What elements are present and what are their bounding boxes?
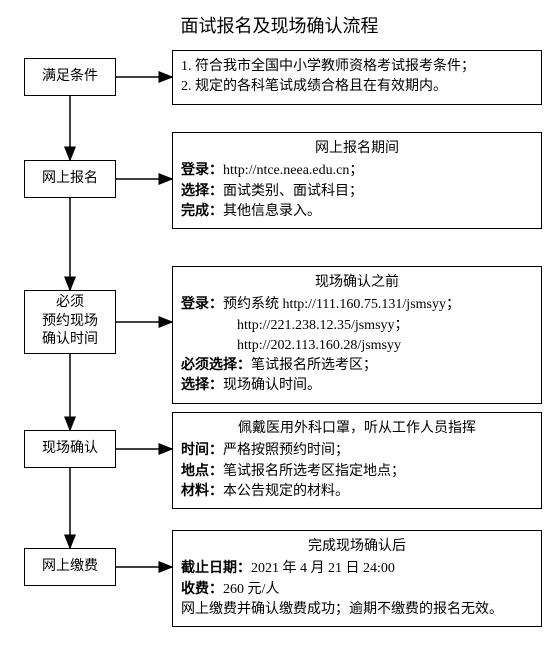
kv-key: 时间： [181,443,223,458]
kv-key: 地点： [181,464,223,479]
kv-val: 2021 年 4 月 21 日 24:00 [251,561,395,576]
kv-val: 其他信息录入。 [223,204,321,219]
kv-val: 严格按照预约时间； [223,443,349,458]
kv-val: 笔试报名所选考区； [251,358,377,373]
kv-val: 现场确认时间。 [223,378,321,393]
kv-key: 收费： [181,582,223,597]
kv-key: 完成： [181,204,223,219]
step-label: 满足条件 [42,68,98,87]
step-box-conditions: 满足条件 [24,58,116,96]
desc-title: 现场确认之前 [181,273,533,293]
desc-box-reserve-confirm: 现场确认之前 登录：预约系统 http://111.160.75.131/jsm… [172,266,542,404]
page-title: 面试报名及现场确认流程 [0,0,559,46]
step-label: 网上缴费 [42,558,98,577]
kv-val: 260 元/人 [223,582,279,597]
desc-box-conditions: 1. 符合我市全国中小学教师资格考试报考条件； 2. 规定的各科笔试成绩合格且在… [172,50,542,105]
step-box-onsite-confirm: 现场确认 [24,430,116,468]
desc-title: 完成现场确认后 [181,537,533,557]
step-box-online-register: 网上报名 [24,160,116,198]
step-box-reserve-confirm: 必须预约现场确认时间 [24,290,116,354]
desc-box-onsite-confirm: 佩戴医用外科口罩，听从工作人员指挥 时间：严格按照预约时间； 地点：笔试报名所选… [172,412,542,509]
step-label: 现场确认 [42,440,98,459]
desc-line: 1. 符合我市全国中小学教师资格考试报考条件； [181,57,533,77]
kv-val: 笔试报名所选考区指定地点； [223,464,405,479]
kv-key: 必须选择： [181,358,251,373]
step-box-online-pay: 网上缴费 [24,548,116,586]
kv-val: 预约系统 http://111.160.75.131/jsmsyy； [223,297,460,312]
kv-key: 选择： [181,184,223,199]
step-label: 网上报名 [42,170,98,189]
kv-val: 面试类别、面试科目； [223,184,363,199]
desc-extra: http://221.238.12.35/jsmsyy； [181,316,533,336]
desc-line: 2. 规定的各科笔试成绩合格且在有效期内。 [181,77,533,97]
step-label: 必须预约现场确认时间 [42,294,98,351]
kv-key: 截止日期： [181,561,251,576]
desc-box-online-register: 网上报名期间 登录：http://ntce.neea.edu.cn； 选择：面试… [172,132,542,229]
desc-box-online-pay: 完成现场确认后 截止日期：2021 年 4 月 21 日 24:00 收费：26… [172,530,542,627]
kv-val: 本公告规定的材料。 [223,484,349,499]
desc-tail: 网上缴费并确认缴费成功；逾期不缴费的报名无效。 [181,600,533,620]
kv-key: 材料： [181,484,223,499]
desc-title: 佩戴医用外科口罩，听从工作人员指挥 [181,419,533,439]
kv-val: http://ntce.neea.edu.cn； [223,163,363,178]
kv-key: 登录： [181,297,223,312]
desc-title: 网上报名期间 [181,139,533,159]
desc-extra: http://202.113.160.28/jsmsyy [181,336,533,356]
kv-key: 登录： [181,163,223,178]
kv-key: 选择： [181,378,223,393]
